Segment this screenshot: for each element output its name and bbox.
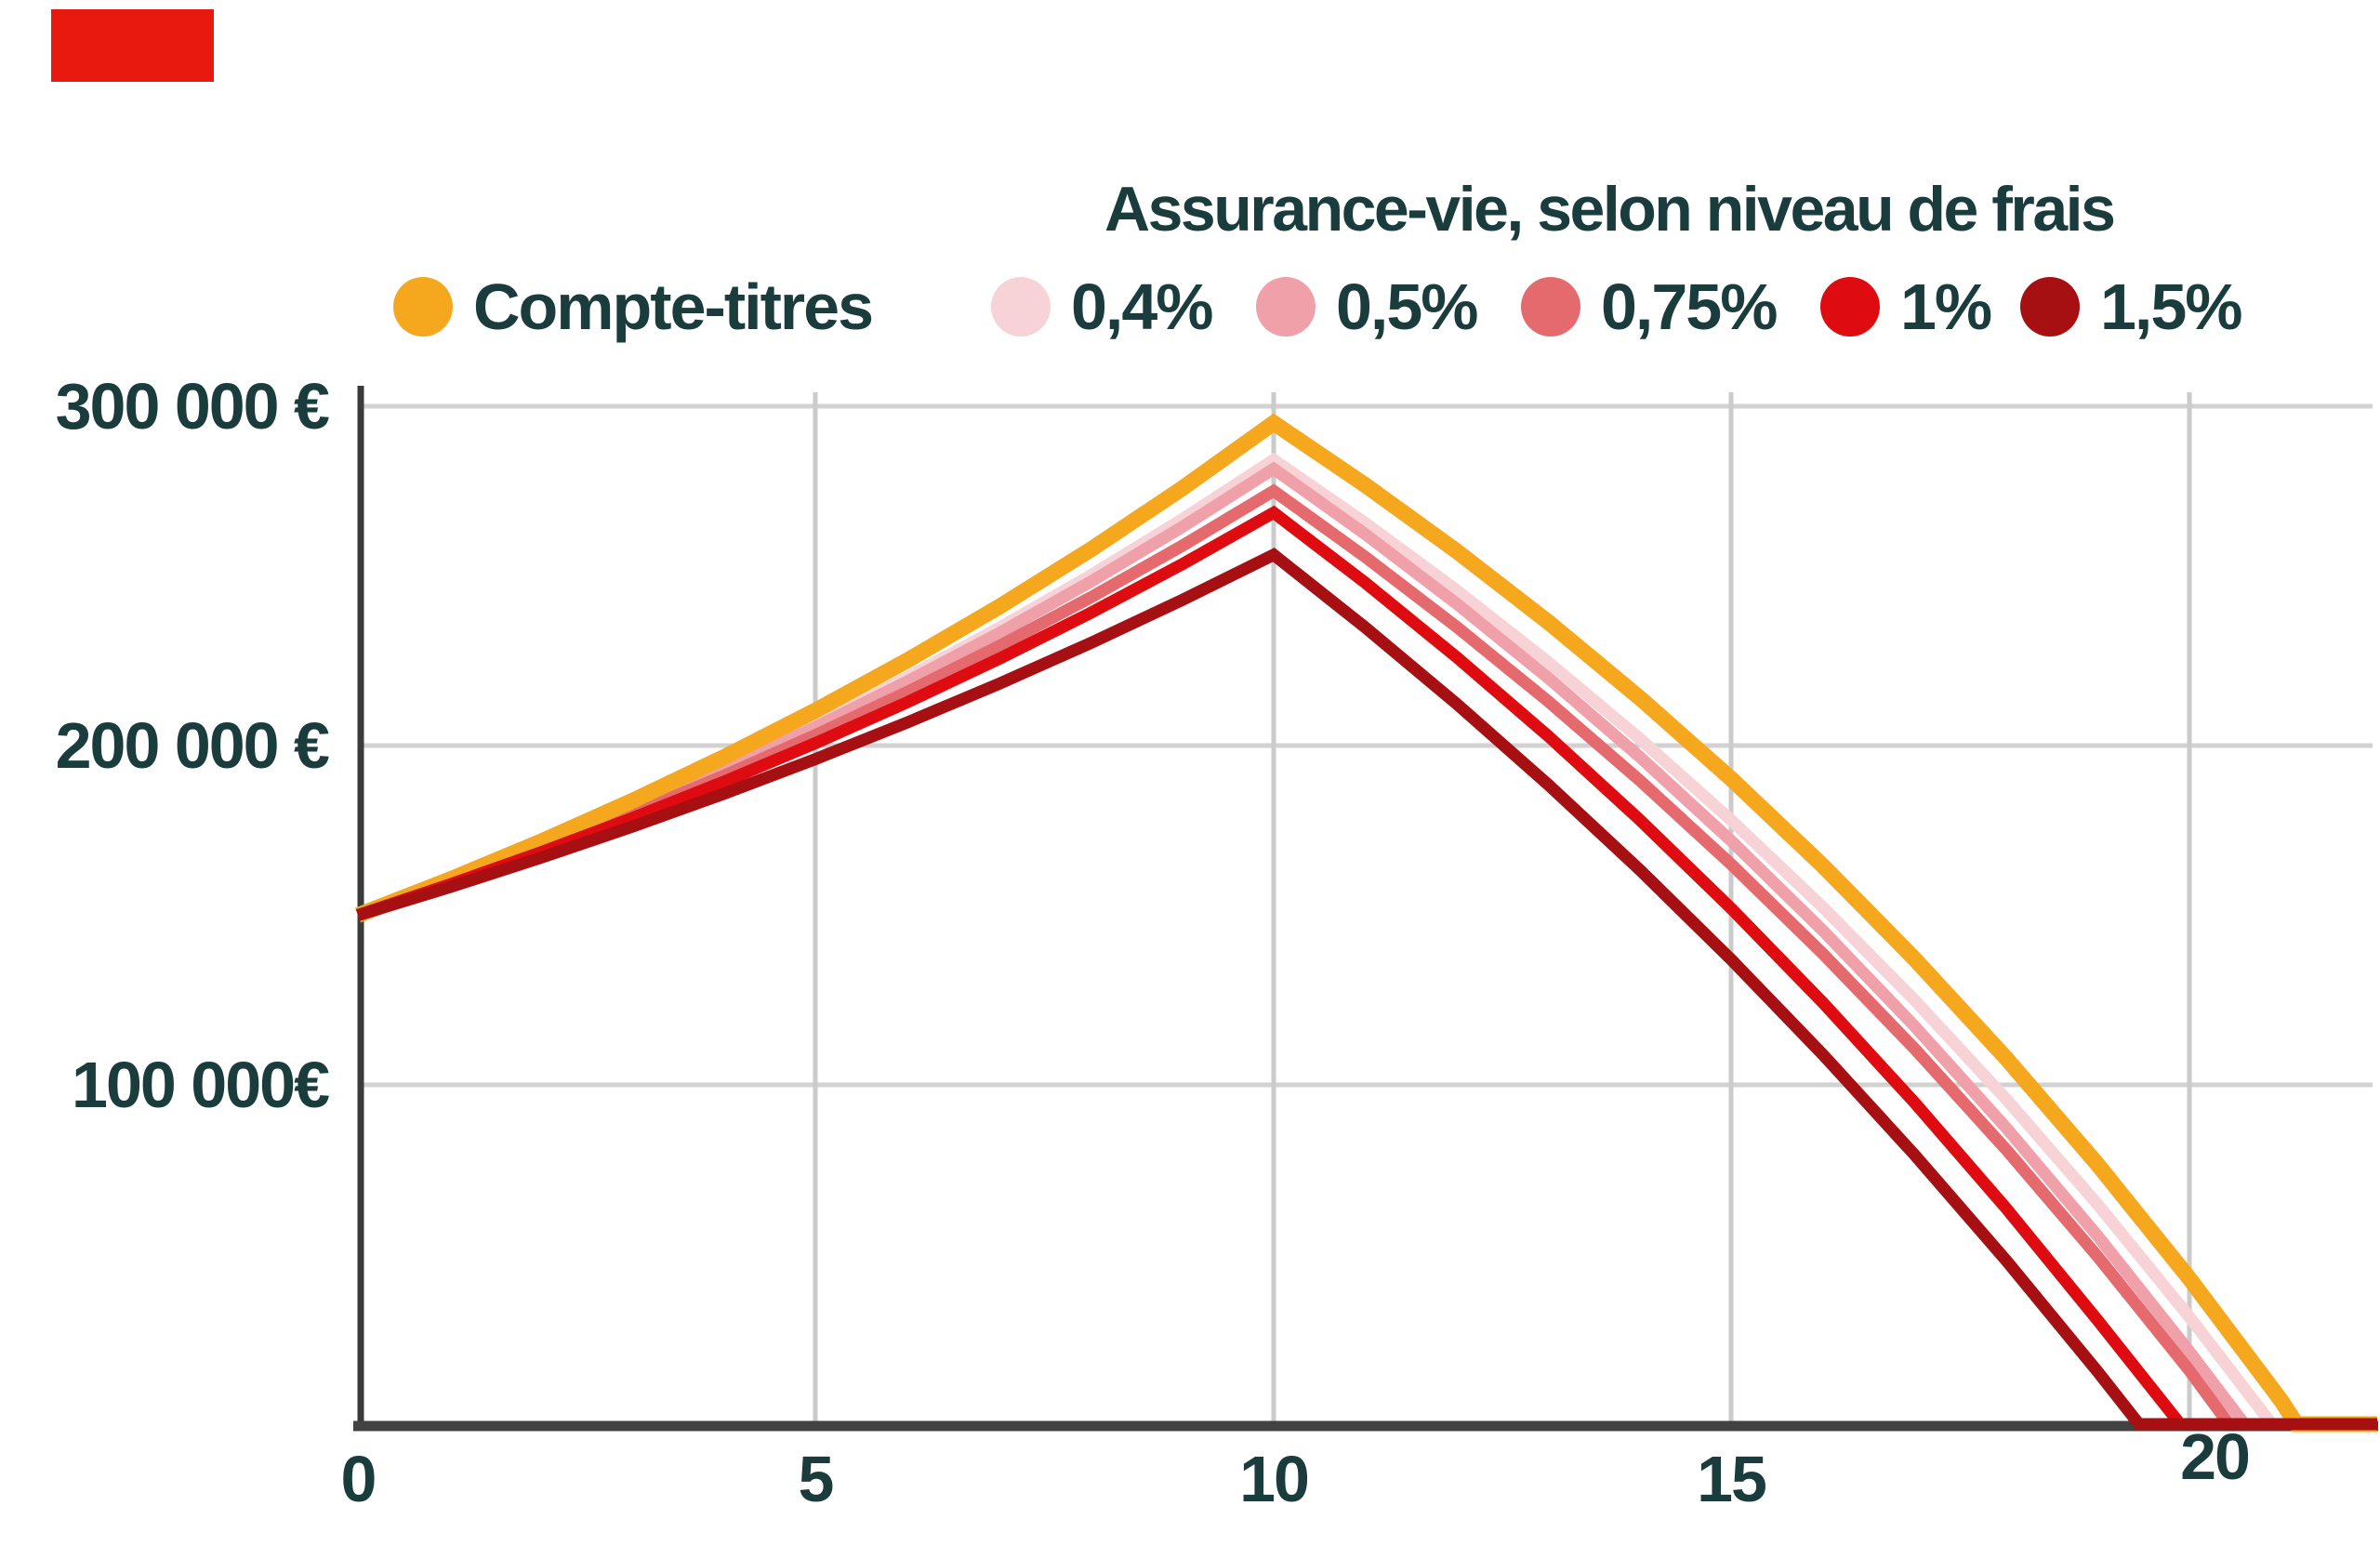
legend-item-1-5-: 1,5% [2020,271,2243,343]
legend-item-label: 0,5% [1336,271,1479,343]
legend-item-label: 1% [1900,271,1992,343]
legend-item-label: 0,75% [1601,271,1778,343]
legend-color-dot [393,277,453,337]
legend-item-compte-titres: Compte-titres [393,271,874,343]
x-tick-label-20: 20 [2180,1420,2251,1493]
legend-item-0-75-: 0,75% [1521,271,1778,343]
legend-color-dot [1256,277,1316,337]
y-tick-label-100000: 100 000€ [72,1049,330,1121]
legend-item-0-5-: 0,5% [1256,271,1479,343]
series-line-0-5- [355,461,2377,1431]
series-line-compte-titres [354,413,2377,1433]
x-tick-label-0: 0 [340,1443,377,1515]
series-line-1-5- [356,548,2377,1431]
legend-group-title: Assurance-vie, selon niveau de frais [1104,174,2116,244]
series-line-0-4- [355,452,2377,1431]
legend-color-dot [991,277,1051,337]
x-tick-label-10: 10 [1239,1443,1310,1515]
legend-item-0-4-: 0,4% [991,271,1214,343]
y-tick-label-300000: 300 000 € [55,370,330,442]
legend-item-1-: 1% [1820,271,1992,343]
series-line-1- [355,505,2377,1431]
y-tick-label-200000: 200 000 € [55,709,330,782]
legend-color-dot [1521,277,1580,337]
legend-color-dot [2020,277,2080,337]
red-corner-mark [51,9,214,82]
legend-item-label: Compte-titres [473,271,874,343]
x-tick-label-5: 5 [798,1443,835,1515]
legend-item-label: 1,5% [2100,271,2243,343]
legend-item-label: 0,4% [1071,271,1214,343]
legend-color-dot [1820,277,1880,337]
x-tick-label-15: 15 [1697,1443,1767,1515]
